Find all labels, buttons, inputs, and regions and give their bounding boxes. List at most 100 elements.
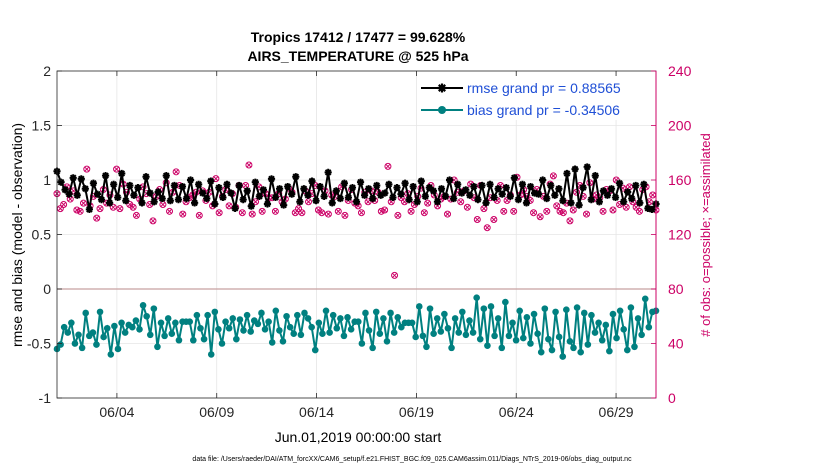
- rmse-point: [644, 204, 652, 212]
- bias-point: [111, 322, 118, 330]
- bias-point: [627, 304, 635, 311]
- bias-point: [326, 329, 333, 336]
- y-right-tick-label: 240: [668, 63, 692, 79]
- bias-point: [143, 312, 150, 320]
- obs-assimilated-point: [491, 216, 497, 223]
- obs-assimilated-point: [147, 201, 153, 208]
- obs-possible-point: [172, 168, 180, 176]
- rmse-point: [466, 191, 474, 199]
- obs-possible-point: [132, 211, 140, 219]
- bias-point: [555, 333, 563, 341]
- obs-possible-point: [341, 211, 349, 219]
- obs-possible-point: [473, 216, 481, 224]
- obs-possible-point: [116, 205, 124, 213]
- rmse-point: [433, 198, 442, 206]
- y-left-tick-label: 1: [43, 172, 51, 188]
- obs-possible-point: [377, 207, 385, 215]
- obs-assimilated-point: [113, 166, 120, 172]
- bias-point: [451, 315, 459, 322]
- rmse-point: [336, 194, 344, 203]
- rmse-point: [385, 180, 393, 188]
- obs-assimilated-point: [650, 192, 656, 198]
- rmse-point: [118, 169, 126, 178]
- obs-assimilated-point: [342, 212, 348, 219]
- rmse-point: [182, 194, 191, 203]
- rmse-point: [231, 204, 239, 212]
- bias-point: [516, 307, 524, 315]
- bias-point: [175, 336, 183, 344]
- rmse-point: [450, 194, 458, 203]
- bias-point: [161, 332, 168, 340]
- rmse-point: [356, 178, 365, 186]
- bias-point: [132, 317, 140, 324]
- rmse-point: [259, 186, 268, 194]
- obs-assimilated-point: [484, 225, 490, 231]
- legend-rmse-label: rmse grand pr = 0.88565: [467, 80, 621, 96]
- rmse-point: [227, 189, 235, 197]
- rmse-point: [126, 181, 134, 190]
- obs-assimilated-point: [458, 199, 464, 205]
- bias-point: [480, 305, 488, 312]
- obs-possible-point: [298, 209, 306, 217]
- obs-possible-point: [420, 209, 428, 217]
- rmse-point: [328, 199, 336, 207]
- bias-point: [606, 347, 613, 355]
- rmse-series-layer: [53, 163, 660, 214]
- rmse-point: [178, 182, 187, 191]
- x-tick-label: 06/04: [99, 404, 134, 420]
- bias-point: [577, 348, 584, 356]
- bias-point: [261, 326, 269, 333]
- obs-assimilated-point: [610, 207, 616, 213]
- bias-point: [631, 343, 638, 351]
- bias-point: [430, 330, 437, 337]
- bias-point: [139, 302, 147, 309]
- bias-point: [82, 309, 89, 317]
- obs-assimilated-point: [501, 208, 507, 214]
- rmse-point: [170, 181, 178, 190]
- rmse-point: [543, 194, 551, 203]
- rmse-point: [478, 181, 486, 190]
- obs-assimilated-point: [464, 204, 471, 210]
- obs-assimilated-point: [150, 218, 156, 224]
- bias-point: [68, 319, 75, 327]
- bias-point: [387, 309, 394, 317]
- rmse-point: [401, 179, 409, 187]
- rmse-point: [502, 184, 510, 192]
- obs-possible-point: [248, 210, 256, 218]
- x-tick-label: 06/29: [599, 404, 634, 420]
- obs-possible-point: [93, 214, 101, 222]
- bias-point: [505, 332, 513, 340]
- bias-point: [448, 344, 455, 352]
- rmse-point: [409, 182, 417, 191]
- obs-possible-point: [195, 211, 203, 219]
- chart-subtitle: AIRS_TEMPERATURE @ 525 hPa: [247, 48, 468, 64]
- bias-point: [415, 303, 423, 310]
- bias-point: [372, 308, 380, 316]
- rmse-point: [425, 184, 433, 192]
- obs-assimilated-point: [385, 163, 391, 170]
- rmse-point: [539, 176, 547, 184]
- bias-point: [376, 330, 384, 337]
- bias-point: [609, 310, 617, 318]
- bias-point: [229, 315, 237, 322]
- obs-assimilated-point: [216, 210, 222, 216]
- bias-point: [118, 319, 125, 327]
- obs-assimilated-point: [583, 211, 590, 217]
- bias-point: [548, 346, 556, 354]
- x-tick-label: 06/24: [499, 404, 534, 420]
- bias-point: [114, 345, 122, 353]
- y-axis-label-right: # of obs: o=possible; ×=assimilated: [698, 133, 713, 336]
- bias-point: [225, 324, 233, 332]
- obs-assimilated-point: [600, 208, 606, 214]
- rmse-point: [555, 185, 563, 193]
- bias-point: [383, 338, 391, 345]
- obs-assimilated-point: [117, 205, 123, 212]
- rmse-point: [611, 193, 620, 202]
- obs-assimilated-point: [626, 184, 633, 190]
- bias-point: [154, 343, 161, 351]
- bias-point: [344, 314, 351, 321]
- bias-point: [189, 336, 197, 344]
- rmse-point: [215, 184, 223, 192]
- bias-point: [276, 327, 283, 334]
- bias-point: [93, 341, 100, 348]
